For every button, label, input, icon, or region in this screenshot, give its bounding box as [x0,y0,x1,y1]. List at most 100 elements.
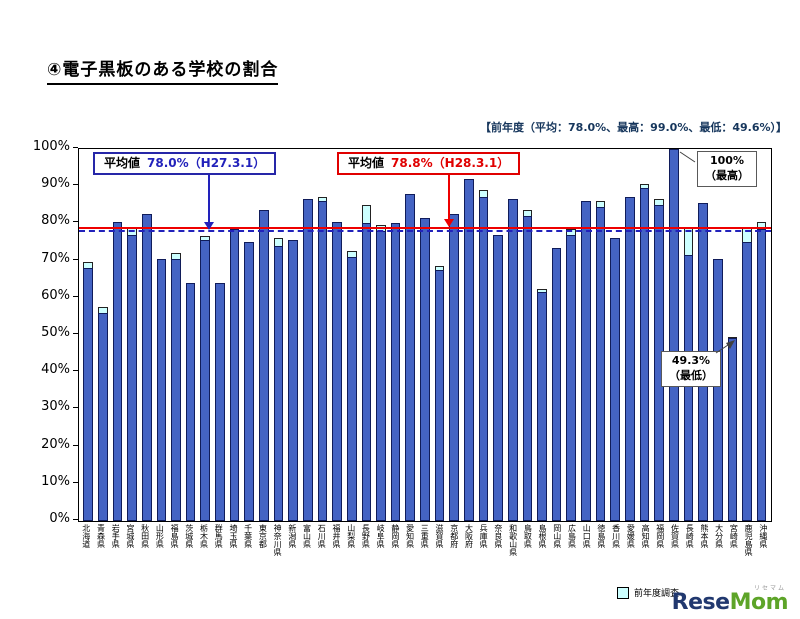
x-tick-label: 京都府 [449,524,459,548]
x-tick-label: 岡山県 [552,524,562,548]
x-axis-labels: 北海道 青森県 岩手県 宮城県 秋田県 山形県 福島県 茨城県 栃木県 群馬県 埼玉県 千葉県 東京都神… [78,524,770,588]
bar-group [374,149,389,521]
bar-current-year [376,230,386,521]
bar-current-year [493,234,503,521]
x-tick-label: 長崎県 [685,524,695,548]
x-tick-label: 和歌山県 [508,524,518,556]
plot-area: 平均値 78.0%（H27.3.1） 平均値 78.8%（H28.3.1） 100%… [78,148,772,522]
bar-current-year [259,210,269,521]
bar-current-year [610,238,621,521]
y-tick-label: 40% [41,362,70,378]
bar-current-year [244,242,255,521]
bar-current-year [405,193,416,521]
arrow-head [444,218,454,227]
bar-group [462,149,477,521]
bar-current-year [756,228,767,521]
bar-group [403,149,418,521]
bar-group [315,149,330,521]
x-tick-label: 新潟県 [287,524,297,548]
x-tick-label: 愛媛県 [626,524,636,548]
y-tick-label: 100% [32,139,70,154]
avg-cur-label: 平均値 [348,156,385,170]
bar-current-year [478,197,489,521]
x-tick-label: 香川県 [611,524,621,548]
x-tick-label: 大分県 [714,524,724,548]
bar-current-year [127,234,137,521]
bar-current-year [522,215,533,521]
x-tick-label: 茨城県 [184,524,194,548]
bar-current-year [420,217,430,521]
bar-current-year [97,312,108,521]
previous-year-summary: 【前年度（平均：78.0%、最高：99.0%、最低：49.6%）】 [480,121,787,134]
x-tick-label: 広島県 [567,524,577,548]
bar-current-year [317,201,328,521]
bar-group [491,149,506,521]
bar-group [286,149,301,521]
bars-container [79,149,771,521]
bar-group [432,149,447,521]
bar-group [637,149,652,521]
x-tick-label: 福島県 [170,524,180,548]
avg-prev-box: 平均値 78.0%（H27.3.1） [93,152,277,176]
x-tick-label: 北海道 [81,524,91,548]
bar-current-year [595,206,606,521]
bar-group [213,149,228,521]
bar-group [418,149,433,521]
x-tick-label: 宮崎県 [729,524,739,548]
bar-current-year [449,214,459,521]
bar-current-year [185,282,196,521]
bar-current-year [727,337,738,521]
bar-current-year [229,228,240,521]
x-tick-label: 群馬県 [214,524,224,548]
x-tick-label: 奈良県 [493,524,503,548]
x-tick-label: 島根県 [538,524,548,548]
avg-prev-value: 78.0%（H27.3.1） [147,156,266,170]
bar-group [330,149,345,521]
bar-current-year [171,258,181,521]
min-callout: 49.3% （最低） [661,351,721,387]
x-tick-label: 宮城県 [125,524,135,548]
logo-text-rese: Rese [671,590,730,615]
bar-current-year [215,282,225,521]
x-tick-label: 岩手県 [111,524,121,548]
bar-group [242,149,257,521]
bar-group [110,149,125,521]
avg-cur-arrow [444,173,454,227]
bar-current-year [742,242,752,521]
bar-current-year [141,214,152,521]
bar-group [140,149,155,521]
bar-current-year [200,240,211,521]
avg-prev-arrow [204,173,214,230]
max-callout-caption: （最高） [705,168,749,182]
avg-prev-label: 平均値 [104,156,141,170]
bar-group [681,149,696,521]
x-tick-label: 高知県 [641,524,651,548]
x-tick-label: 大阪府 [464,524,474,548]
legend: 前年度調査 [617,586,679,599]
logo-kana: リセマム [753,585,786,592]
bar-group [169,149,184,521]
page-title: ④電子黒板のある学校の割合 [47,55,279,85]
bar-group [520,149,535,521]
logo-text-mom: Mom [729,590,789,615]
x-tick-label: 福岡県 [655,524,665,548]
bar-group [652,149,667,521]
y-tick-label: 20% [41,436,70,452]
resemom-logo: リセマム ReseMom [671,585,789,615]
bar-current-year [537,292,547,521]
bar-current-year [434,269,445,521]
x-tick-label: 熊本県 [699,524,709,548]
x-tick-label: 佐賀県 [670,524,680,548]
arrow-head [204,221,214,230]
bar-group [257,149,272,521]
bar-current-year [507,199,518,521]
x-tick-label: 岐阜県 [376,524,386,548]
y-tick-label: 50% [41,325,70,340]
y-tick-label: 0% [49,511,70,526]
bar-current-year [551,247,562,521]
x-tick-label: 東京都 [258,524,268,548]
bar-group [447,149,462,521]
bar-group [535,149,550,521]
y-tick-label: 30% [41,399,70,415]
